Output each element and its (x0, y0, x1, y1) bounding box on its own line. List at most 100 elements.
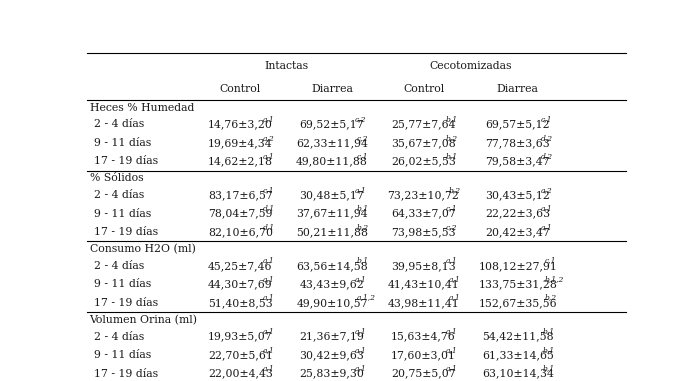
Text: 43,98±11,41: 43,98±11,41 (388, 298, 459, 308)
Text: a,1: a,1 (263, 294, 275, 302)
Text: a,1: a,1 (446, 346, 458, 354)
Text: a,1: a,1 (263, 275, 275, 283)
Text: 14,76±3,20: 14,76±3,20 (208, 120, 273, 130)
Text: c,1: c,1 (541, 115, 552, 123)
Text: a,1: a,1 (263, 327, 275, 335)
Text: 83,17±6,57: 83,17±6,57 (208, 190, 272, 200)
Text: 45,25±7,46: 45,25±7,46 (208, 261, 272, 271)
Text: 51,40±8,53: 51,40±8,53 (208, 298, 272, 308)
Text: 17 - 19 días: 17 - 19 días (94, 227, 158, 237)
Text: 54,42±11,58: 54,42±11,58 (482, 331, 554, 342)
Text: 63,10±14,34: 63,10±14,34 (482, 368, 554, 379)
Text: Cecotomizadas: Cecotomizadas (430, 61, 512, 70)
Text: a,1: a,1 (263, 346, 275, 354)
Text: 62,33±11,94: 62,33±11,94 (296, 138, 368, 148)
Text: 61,33±14,65: 61,33±14,65 (482, 350, 554, 360)
Text: 9 - 11 días: 9 - 11 días (94, 138, 151, 148)
Text: % Sólidos: % Sólidos (90, 173, 143, 183)
Text: c,1: c,1 (545, 257, 557, 265)
Text: b,2: b,2 (448, 186, 461, 194)
Text: Diarrea: Diarrea (497, 84, 539, 94)
Text: 17 - 19 días: 17 - 19 días (94, 298, 158, 308)
Text: 19,69±4,34: 19,69±4,34 (208, 138, 272, 148)
Text: b,1: b,1 (357, 257, 369, 265)
Text: 50,21±11,88: 50,21±11,88 (296, 227, 368, 237)
Text: b,1,2: b,1,2 (545, 275, 564, 283)
Text: 49,80±11,88: 49,80±11,88 (296, 157, 368, 166)
Text: 2 - 4 días: 2 - 4 días (94, 190, 144, 200)
Text: 49,90±10,57: 49,90±10,57 (296, 298, 368, 308)
Text: a,1: a,1 (263, 115, 275, 123)
Text: d,2: d,2 (541, 134, 553, 142)
Text: b,1: b,1 (543, 364, 555, 372)
Text: Intactas: Intactas (264, 61, 308, 70)
Text: 17,60±3,01: 17,60±3,01 (391, 350, 456, 360)
Text: a,1: a,1 (446, 327, 458, 335)
Text: a,1: a,1 (354, 364, 366, 372)
Text: 64,33±7,07: 64,33±7,07 (391, 209, 456, 219)
Text: 25,83±9,30: 25,83±9,30 (300, 368, 364, 379)
Text: c,2: c,2 (357, 134, 368, 142)
Text: b,2: b,2 (446, 134, 458, 142)
Text: 22,70±5,61: 22,70±5,61 (208, 350, 273, 360)
Text: 133,75±31,28: 133,75±31,28 (478, 279, 557, 290)
Text: Consumo H2O (ml): Consumo H2O (ml) (90, 244, 195, 254)
Text: Heces % Humedad: Heces % Humedad (90, 102, 194, 113)
Text: b,1: b,1 (446, 152, 458, 160)
Text: c,1: c,1 (446, 204, 457, 212)
Text: a,1: a,1 (541, 204, 552, 212)
Text: 69,52±5,17: 69,52±5,17 (300, 120, 364, 130)
Text: 19,93±5,07: 19,93±5,07 (208, 331, 272, 342)
Text: 20,75±5,07: 20,75±5,07 (391, 368, 456, 379)
Text: b,1: b,1 (543, 327, 555, 335)
Text: 39,95±8,13: 39,95±8,13 (391, 261, 456, 271)
Text: a,1: a,1 (446, 364, 458, 372)
Text: 2 - 4 días: 2 - 4 días (94, 331, 144, 342)
Text: 152,67±35,56: 152,67±35,56 (478, 298, 557, 308)
Text: b,1: b,1 (357, 204, 369, 212)
Text: d,1: d,1 (263, 204, 275, 212)
Text: 9 - 11 días: 9 - 11 días (94, 350, 151, 360)
Text: 79,58±3,47: 79,58±3,47 (486, 157, 550, 166)
Text: 37,67±11,94: 37,67±11,94 (296, 209, 368, 219)
Text: 17 - 19 días: 17 - 19 días (94, 368, 158, 379)
Text: 77,78±3,63: 77,78±3,63 (485, 138, 550, 148)
Text: 9 - 11 días: 9 - 11 días (94, 209, 151, 219)
Text: Control: Control (220, 84, 261, 94)
Text: 108,12±27,91: 108,12±27,91 (478, 261, 557, 271)
Text: 22,00±4,43: 22,00±4,43 (208, 368, 273, 379)
Text: 30,42±9,63: 30,42±9,63 (300, 350, 364, 360)
Text: 2 - 4 días: 2 - 4 días (94, 261, 144, 271)
Text: 26,02±5,53: 26,02±5,53 (391, 157, 456, 166)
Text: a,1: a,1 (263, 364, 275, 372)
Text: 82,10±6,70: 82,10±6,70 (208, 227, 273, 237)
Text: a,1: a,1 (354, 327, 366, 335)
Text: 17 - 19 días: 17 - 19 días (94, 157, 158, 166)
Text: a,2: a,2 (263, 134, 275, 142)
Text: 2 - 4 días: 2 - 4 días (94, 120, 144, 130)
Text: d,2: d,2 (541, 152, 553, 160)
Text: 73,98±5,53: 73,98±5,53 (391, 227, 456, 237)
Text: c,1: c,1 (263, 186, 275, 194)
Text: 15,63±4,76: 15,63±4,76 (391, 331, 456, 342)
Text: a,1: a,1 (448, 275, 460, 283)
Text: 30,48±5,17: 30,48±5,17 (300, 190, 364, 200)
Text: 30,43±5,12: 30,43±5,12 (485, 190, 550, 200)
Text: 44,30±7,69: 44,30±7,69 (208, 279, 272, 290)
Text: a,1: a,1 (541, 223, 552, 231)
Text: a,1: a,1 (446, 257, 458, 265)
Text: a,1,2: a,1,2 (357, 294, 376, 302)
Text: 22,22±3,63: 22,22±3,63 (485, 209, 550, 219)
Text: Volumen Orina (ml): Volumen Orina (ml) (90, 315, 197, 325)
Text: 21,36±7,19: 21,36±7,19 (300, 331, 364, 342)
Text: c,2: c,2 (446, 223, 457, 231)
Text: 41,43±10,41: 41,43±10,41 (388, 279, 459, 290)
Text: a,1: a,1 (354, 275, 366, 283)
Text: a,1: a,1 (263, 257, 275, 265)
Text: 78,04±7,59: 78,04±7,59 (208, 209, 272, 219)
Text: a,1: a,1 (263, 152, 275, 160)
Text: b,1: b,1 (543, 346, 555, 354)
Text: Control: Control (403, 84, 444, 94)
Text: 73,23±10,72: 73,23±10,72 (388, 190, 459, 200)
Text: a,1: a,1 (354, 346, 366, 354)
